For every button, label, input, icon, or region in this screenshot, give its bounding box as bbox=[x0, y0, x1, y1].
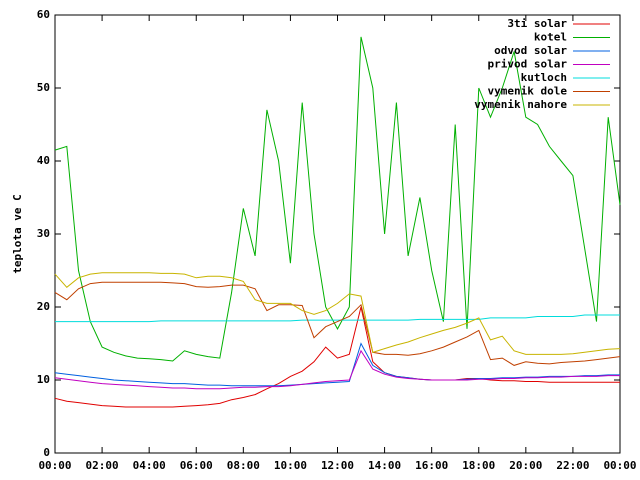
x-tick-label: 02:00 bbox=[86, 459, 119, 472]
y-tick-label: 20 bbox=[37, 300, 50, 313]
x-tick-label: 14:00 bbox=[368, 459, 401, 472]
x-tick-label: 10:00 bbox=[274, 459, 307, 472]
legend-label: kotel bbox=[534, 31, 567, 44]
y-tick-label: 10 bbox=[37, 373, 50, 386]
x-tick-label: 18:00 bbox=[462, 459, 495, 472]
x-tick-label: 22:00 bbox=[556, 459, 589, 472]
legend-label: odvod solar bbox=[494, 44, 567, 57]
y-tick-label: 50 bbox=[37, 81, 50, 94]
legend-label: vymenik dole bbox=[488, 85, 568, 98]
x-tick-label: 20:00 bbox=[509, 459, 542, 472]
y-tick-label: 0 bbox=[43, 446, 50, 459]
x-tick-label: 00:00 bbox=[38, 459, 71, 472]
series-line bbox=[55, 314, 620, 323]
legend-label: kutloch bbox=[521, 71, 567, 84]
series-line bbox=[54, 36, 621, 362]
x-tick-label: 06:00 bbox=[180, 459, 213, 472]
legend-label: privod solar bbox=[488, 58, 568, 71]
y-axis-label: teplota ve C bbox=[11, 194, 24, 273]
x-tick-label: 00:00 bbox=[603, 459, 636, 472]
series-line bbox=[54, 342, 620, 387]
x-tick-label: 12:00 bbox=[321, 459, 354, 472]
y-tick-label: 30 bbox=[37, 227, 50, 240]
y-tick-label: 40 bbox=[37, 154, 50, 167]
x-tick-label: 04:00 bbox=[133, 459, 166, 472]
y-tick-label: 60 bbox=[37, 8, 50, 21]
x-tick-label: 08:00 bbox=[227, 459, 260, 472]
legend-label: vymenik nahore bbox=[474, 98, 567, 111]
legend-label: 3ti solar bbox=[507, 17, 567, 30]
series-line bbox=[54, 272, 621, 355]
series-line bbox=[54, 349, 620, 390]
series-line bbox=[54, 281, 621, 366]
series-line bbox=[54, 306, 620, 408]
x-tick-label: 16:00 bbox=[415, 459, 448, 472]
